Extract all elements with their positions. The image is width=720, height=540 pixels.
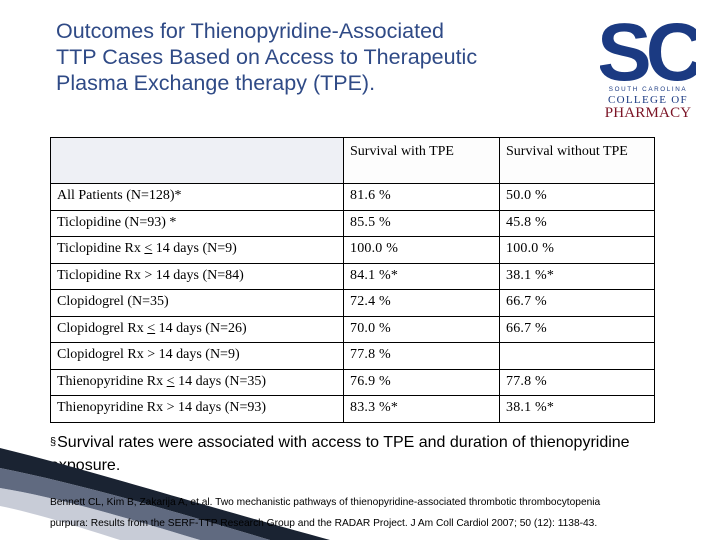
table-row: Thienopyridine Rx < 14 days (N=35) 76.9 … <box>50 368 655 396</box>
cell-without-tpe: 38.1 %* <box>499 262 655 290</box>
sc-logo-text: SC <box>600 14 696 86</box>
header-survival-without-tpe: Survival without TPE <box>499 137 655 184</box>
row-label: Thienopyridine Rx < 14 days (N=35) <box>50 368 344 396</box>
bullet-mark: § <box>50 436 57 448</box>
row-label-suffix: 14 days (N=35) <box>174 373 267 389</box>
table-row: Ticlopidine (N=93) * 85.5 % 45.8 % <box>50 209 655 237</box>
row-label-suffix: 14 days (N=26) <box>155 320 247 336</box>
row-label-symbol: < <box>144 241 153 256</box>
table-row: Clopidogrel (N=35) 72.4 % 66.7 % <box>50 289 655 317</box>
row-label-symbol: < <box>147 320 156 336</box>
logo-state-text: SOUTH CAROLINA <box>608 86 688 93</box>
cell-with-tpe: 72.4 % <box>343 289 500 317</box>
table-row: Thienopyridine Rx > 14 days (N=93) 83.3 … <box>50 395 655 423</box>
row-label: Clopidogrel Rx > 14 days (N=9) <box>50 342 344 370</box>
row-label-prefix: Clopidogrel Rx <box>57 320 148 336</box>
cell-without-tpe: 66.7 % <box>499 289 655 317</box>
cell-without-tpe: 77.8 % <box>499 368 655 396</box>
header-blank-cell <box>50 137 344 184</box>
cell-with-tpe: 85.5 % <box>343 209 500 237</box>
cell-with-tpe: 81.6 % <box>343 183 500 211</box>
row-label-prefix: Thienopyridine Rx <box>57 373 167 389</box>
cell-with-tpe: 76.9 % <box>343 368 500 396</box>
cell-with-tpe: 83.3 %* <box>343 395 500 423</box>
logo-pharmacy-text: PHARMACY <box>604 105 692 121</box>
header-survival-with-tpe: Survival with TPE <box>343 137 500 184</box>
cell-with-tpe: 84.1 %* <box>343 262 500 290</box>
title-line-1: Outcomes for Thienopyridine-Associated <box>56 19 444 43</box>
row-label: Clopidogrel (N=35) <box>50 289 344 317</box>
row-label-suffix: 14 days (N=9) <box>152 241 237 256</box>
table-row: Ticlopidine Rx > 14 days (N=84) 84.1 %* … <box>50 262 655 290</box>
outcomes-table: Survival with TPE Survival without TPE A… <box>50 137 655 423</box>
slide-title: Outcomes for Thienopyridine-Associated T… <box>56 18 576 96</box>
row-label: Clopidogrel Rx < 14 days (N=26) <box>50 315 344 343</box>
table-row: Clopidogrel Rx > 14 days (N=9) 77.8 % <box>50 342 655 370</box>
logo-college-text: COLLEGE OF <box>608 94 688 106</box>
table-row: Clopidogrel Rx < 14 days (N=26) 70.0 % 6… <box>50 315 655 343</box>
cell-with-tpe: 77.8 % <box>343 342 500 370</box>
table-row: All Patients (N=128)* 81.6 % 50.0 % <box>50 183 655 211</box>
sc-logo-mark: SC <box>600 14 696 86</box>
reference-line-1: Bennett CL, Kim B, Zakarija A, et al. Tw… <box>50 497 601 508</box>
row-label: Ticlopidine Rx > 14 days (N=84) <box>50 262 344 290</box>
cell-without-tpe: 45.8 % <box>499 209 655 237</box>
title-line-2: TTP Cases Based on Access to Therapeutic <box>56 45 478 69</box>
college-logo: SC SOUTH CAROLINA COLLEGE OF PHARMACY <box>596 14 700 122</box>
survival-note: §Survival rates were associated with acc… <box>50 432 630 477</box>
row-label: Ticlopidine (N=93) * <box>50 209 344 237</box>
cell-without-tpe <box>499 342 655 370</box>
row-label: Ticlopidine Rx < 14 days (N=9) <box>50 236 344 264</box>
title-line-3: Plasma Exchange therapy (TPE). <box>56 71 376 95</box>
table-row: Ticlopidine Rx < 14 days (N=9) 100.0 % 1… <box>50 236 655 264</box>
cell-without-tpe: 38.1 %* <box>499 395 655 423</box>
row-label-symbol: < <box>166 373 175 389</box>
row-label: All Patients (N=128)* <box>50 183 344 211</box>
row-label: Thienopyridine Rx > 14 days (N=93) <box>50 395 344 423</box>
reference-citation: Bennett CL, Kim B, Zakarija A, et al. Tw… <box>50 492 720 534</box>
cell-without-tpe: 100.0 % <box>499 236 655 264</box>
reference-line-2: purpura: Results from the SERF-TTP Resea… <box>50 518 598 529</box>
cell-with-tpe: 70.0 % <box>343 315 500 343</box>
table-header-row: Survival with TPE Survival without TPE <box>50 137 655 184</box>
cell-with-tpe: 100.0 % <box>343 236 500 264</box>
survival-note-text: Survival rates were associated with acce… <box>50 434 630 474</box>
cell-without-tpe: 66.7 % <box>499 315 655 343</box>
row-label-prefix: Ticlopidine Rx <box>57 241 145 256</box>
cell-without-tpe: 50.0 % <box>499 183 655 211</box>
